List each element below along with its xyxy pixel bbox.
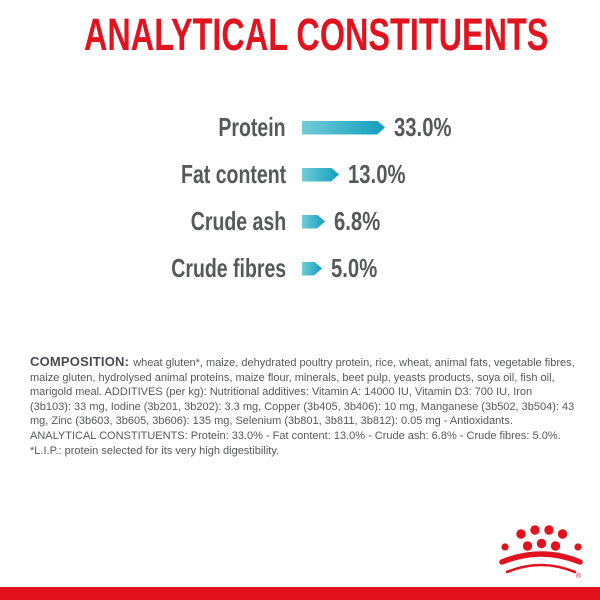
chart-row: Crude fibres 5.0% [0,245,600,292]
royal-canin-crown-logo: ® [497,524,585,584]
chart-bar [302,215,325,229]
chart-value-label: 33.0% [394,112,452,142]
registered-mark-icon: ® [576,572,582,580]
chart-bar [302,121,385,135]
composition-label: COMPOSITION: [30,354,130,369]
page-title: ANALYTICAL CONSTITUENTS [83,9,549,60]
composition-paragraph: COMPOSITION: wheat gluten*, maize, dehydr… [30,354,576,458]
chart-bar [302,168,339,182]
chart-category-label: Crude fibres [171,253,286,283]
composition-body-text: wheat gluten*, maize, dehydrated poultry… [30,357,575,457]
chart-row: Crude ash 6.8% [0,198,600,245]
chart-category-label: Crude ash [190,206,286,236]
crown-icon: ® [499,525,583,580]
chart-category-label: Protein [218,112,286,142]
chart-value-label: 5.0% [331,253,378,283]
chart-value-label: 13.0% [348,159,406,189]
chart-row: Protein 33.0% [0,104,600,151]
chart-category-label: Fat content [180,159,286,189]
chart-row: Fat content 13.0% [0,151,600,198]
footer-bar [0,587,600,600]
analytical-constituents-chart: Protein 33.0% Fat content 13.0% Crude ash 6.8… [0,104,600,292]
chart-bar [302,262,322,276]
chart-value-label: 6.8% [334,206,381,236]
